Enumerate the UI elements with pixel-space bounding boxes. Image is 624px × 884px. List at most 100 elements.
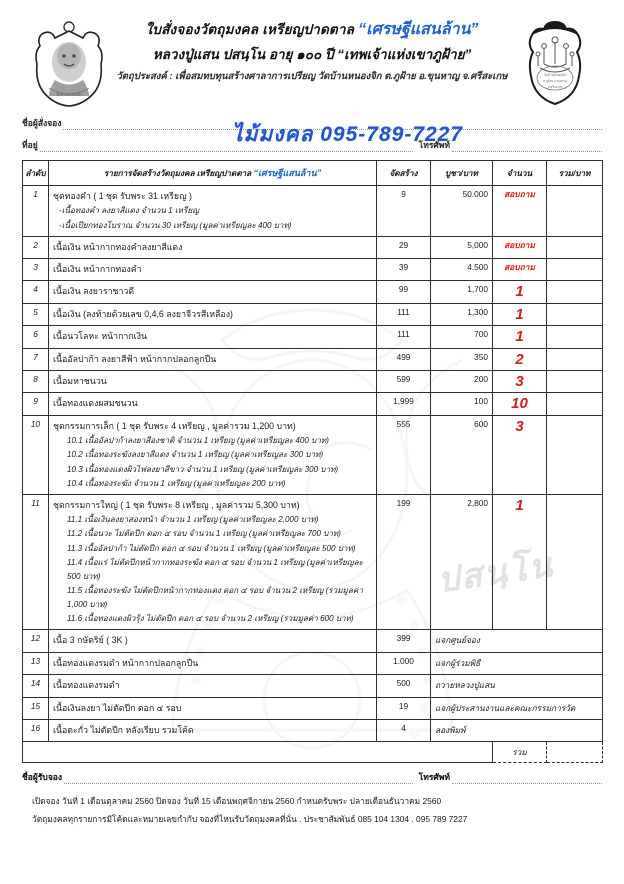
total-label: รวม xyxy=(492,741,547,764)
title-prefix: ใบสั่งจองวัตถุมงคล เหรียญปาดตาล xyxy=(145,22,355,37)
table-row: 16 เนื้อตะกั่ว ไม่ตัดปีก หลังเรียบ รวมโค้… xyxy=(22,719,603,743)
row-sum[interactable] xyxy=(546,493,603,631)
orderer-address-label: ที่อยู่ xyxy=(22,140,38,150)
receiver-phone-label: โทรศัพท์ xyxy=(418,772,450,783)
orderer-phone-input[interactable] xyxy=(452,142,602,152)
row-made-count: 111 xyxy=(376,325,431,349)
row-made-count: 399 xyxy=(376,629,431,653)
row-description-main: เนื้อตะกั่ว ไม่ตัดปีก หลังเรียบ รวมโค้ด xyxy=(53,725,194,736)
table-row: 10 ชุดกรรมการเล็ก ( 1 ชุด รับพระ 4 เหรียญ… xyxy=(22,414,603,495)
row-sum[interactable] xyxy=(546,258,603,282)
row-sum[interactable] xyxy=(546,280,603,304)
row-number: 3 xyxy=(22,258,49,282)
row-note: แจกศูนย์จอง xyxy=(430,629,603,653)
row-description: เนื้อเงินลงยา ไม่ตัดปีก ดอก ๔ รอบ xyxy=(48,696,377,721)
row-quantity[interactable]: สอบถาม xyxy=(492,258,547,282)
table-row: 11 ชุดกรรมการใหญ่ ( 1 ชุด รับพระ 8 เหรียญ… xyxy=(22,493,603,631)
row-price: 200 xyxy=(430,370,493,394)
total-value-cell[interactable] xyxy=(546,741,603,764)
receiver-input[interactable] xyxy=(64,774,413,785)
row-sum[interactable] xyxy=(546,185,603,237)
row-quantity[interactable]: 1 xyxy=(492,325,547,349)
row-made-count: 29 xyxy=(376,235,431,260)
row-quantity[interactable]: 1 xyxy=(492,280,547,304)
row-quantity-value: 1 xyxy=(515,496,524,514)
row-description-sub: 11.5 เนื้อทองระฆัง ไม่ตัดปีกหน้ากากทองแด… xyxy=(67,586,363,610)
orderer-fields: ชื่อผู้สั่งจอง ที่อยู่ โทรศัพท์ ไม้มงคล … xyxy=(0,112,624,152)
row-sum[interactable] xyxy=(546,347,603,372)
row-note: แจกผู้ร่วมพิธี xyxy=(430,651,603,676)
col-header-price: บูชา/บาท xyxy=(430,160,493,186)
row-description: เนื้อเงิน หน้ากากทองคำลงยาสีแดง xyxy=(48,235,377,260)
orderer-name-input[interactable] xyxy=(63,120,602,130)
col-header-qty: จำนวน xyxy=(492,160,547,186)
orderer-address-row: ที่อยู่ โทรศัพท์ xyxy=(22,138,602,152)
table-row: 7 เนื้ออัลปาก้า ลงยาสีฟ้า หน้ากากปลอกลูกป… xyxy=(22,347,603,372)
orderer-name-row: ชื่อผู้สั่งจอง xyxy=(22,116,602,130)
row-quantity[interactable]: สอบถาม xyxy=(492,235,547,260)
row-number: 2 xyxy=(22,235,49,260)
total-blank-cell xyxy=(22,741,493,764)
row-number: 10 xyxy=(22,414,49,495)
table-row: 13 เนื้อทองแดงรมดำ หน้ากากปลอกลูกปืน 1.000… xyxy=(22,651,603,676)
row-description-main: เนื้อเงิน (ลงท้ายด้วยเลข 0,4,6 ลงยาจีวรส… xyxy=(53,308,233,319)
row-description-main: เนื้อเงิน หน้ากากทองคำ xyxy=(53,264,142,275)
row-sum[interactable] xyxy=(546,325,603,349)
row-quantity[interactable]: สอบถาม xyxy=(492,185,547,237)
table-row: 3 เนื้อเงิน หน้ากากทองคำ 39 4.500 สอบถาม xyxy=(22,258,603,282)
table-row: 14 เนื้อทองแดงรมดำ 500 ถวายหลวงปู่แสน xyxy=(22,674,603,698)
row-description-sub: 10.4 เนื้อทองระฆัง จำนวน 1 เหรียญ (มูลค่… xyxy=(67,478,286,488)
row-description-main: เนื้อมหาชนวน xyxy=(53,376,107,387)
row-description: ชุดกรรมการเล็ก ( 1 ชุด รับพระ 4 เหรียญ ,… xyxy=(48,414,377,495)
svg-text:จ.ศรีสะเกษ: จ.ศรีสะเกษ xyxy=(548,85,562,89)
row-number: 8 xyxy=(22,370,49,394)
svg-text:ต.ภูฝ้าย อ.ขุนหาญ: ต.ภูฝ้าย อ.ขุนหาญ xyxy=(543,79,567,84)
orderer-address-input[interactable] xyxy=(39,142,413,152)
document-footer: ชื่อผู้รับจอง โทรศัพท์ เปิดจอง วันที่ 1 … xyxy=(0,763,624,828)
col-header-sum: รวม/บาท xyxy=(546,160,603,186)
row-quantity-value: สอบถาม xyxy=(504,262,535,273)
receiver-phone-input[interactable] xyxy=(452,774,602,785)
row-description-main: เนื้อเงินลงยา ไม่ตัดปีก ดอก ๔ รอบ xyxy=(53,702,182,713)
row-quantity[interactable]: 2 xyxy=(492,347,547,372)
row-note: ลองพิมพ์ xyxy=(430,719,603,743)
row-number: 13 xyxy=(22,651,49,676)
order-table: ลำดับ รายการจัดสร้างวัตถุมงคล เหรียญปาดต… xyxy=(22,160,603,764)
title-line-1: ใบสั่งจองวัตถุมงคล เหรียญปาดตาล “เศรษฐีแ… xyxy=(110,20,514,40)
row-number: 9 xyxy=(22,392,49,416)
receiver-label: ชื่อผู้รับจอง xyxy=(22,772,63,783)
row-number: 11 xyxy=(22,493,49,631)
row-quantity[interactable]: 1 xyxy=(492,302,547,327)
row-price: 600 xyxy=(430,414,493,495)
row-price: 50.000 xyxy=(430,185,493,237)
row-quantity[interactable]: 10 xyxy=(492,392,547,416)
row-description: เนื้อ 3 กษัตริย์ ( 3K ) xyxy=(48,629,377,653)
row-sum[interactable] xyxy=(546,235,603,260)
row-made-count: 555 xyxy=(376,414,431,495)
row-made-count: 9 xyxy=(376,185,431,237)
row-price: 100 xyxy=(430,392,493,416)
row-description: ชุดกรรมการใหญ่ ( 1 ชุด รับพระ 8 เหรียญ ,… xyxy=(48,493,377,631)
row-made-count: 1,999 xyxy=(376,392,431,416)
row-price: 4.500 xyxy=(430,258,493,282)
row-quantity-value: สอบถาม xyxy=(504,189,535,199)
row-made-count: 199 xyxy=(376,493,431,631)
row-price: 350 xyxy=(430,347,493,372)
footer-note-line-1: เปิดจอง วันที่ 1 เดือนตุลาคม 2560 ปิดจอง… xyxy=(32,796,442,807)
row-description: เนื้อทองแดงรมดำ xyxy=(48,674,377,698)
row-sum[interactable] xyxy=(546,414,603,495)
row-description-sub: -เนื้อทองคำ ลงยาสีแดง จำนวน 1 เหรียญ xyxy=(59,206,200,216)
row-quantity[interactable]: 3 xyxy=(492,370,547,394)
row-description-sub: 10.2 เนื้อทองระฆังลงยาสีแดง จำนวน 1 เหรี… xyxy=(67,450,324,460)
temple-yantra-logo: วัดบ้านหนองจิก ต.ภูฝ้าย อ.ขุนหาญ จ.ศรีสะ… xyxy=(516,14,594,108)
row-sum[interactable] xyxy=(546,392,603,416)
row-number: 1 xyxy=(22,185,49,237)
row-sum[interactable] xyxy=(546,370,603,394)
row-quantity[interactable]: 1 xyxy=(492,493,547,631)
table-row: 6 เนื้อนวโลหะ หน้ากากเงิน 111 700 1 xyxy=(22,325,603,349)
row-sum[interactable] xyxy=(546,302,603,327)
table-row: 1 ชุดทองคำ ( 1 ชุด รับพระ 31 เหรียญ ) -เนื… xyxy=(22,185,603,237)
row-description: เนื้อทองแดงผสมชนวน xyxy=(48,392,377,416)
row-quantity[interactable]: 3 xyxy=(492,414,547,495)
col-header-no: ลำดับ xyxy=(22,160,49,186)
